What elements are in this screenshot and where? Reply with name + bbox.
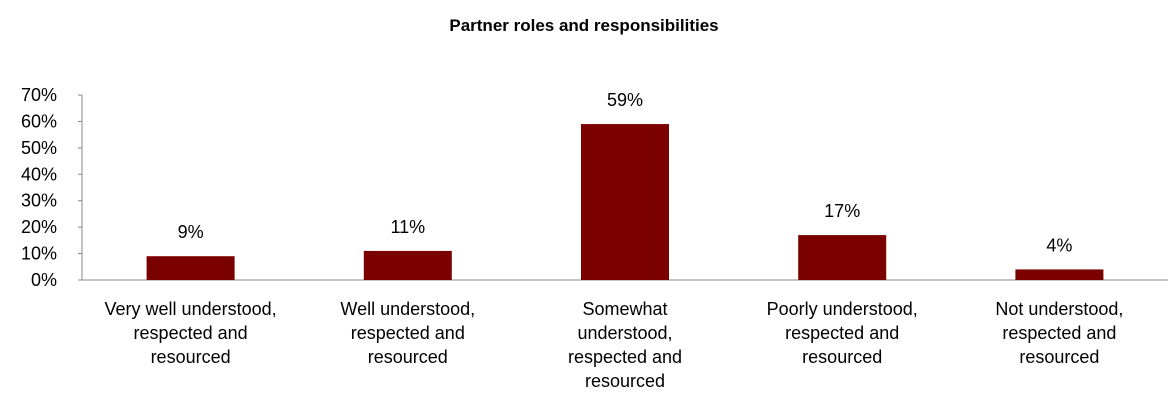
bar xyxy=(1015,269,1104,280)
bar xyxy=(146,256,235,280)
y-tick-label: 40% xyxy=(21,164,57,184)
bar xyxy=(363,250,452,280)
y-tick-label: 60% xyxy=(21,111,57,131)
x-tick-label-line: Somewhat xyxy=(582,299,667,319)
x-tick-label: Well understood, respected and resourced xyxy=(340,299,475,367)
x-tick-label-line: respected and xyxy=(1002,323,1116,343)
x-tick-label: Very well understood, respected and resour… xyxy=(105,299,277,367)
x-tick-label-line: respected and xyxy=(134,323,248,343)
x-tick-label-line: Very well understood, xyxy=(105,299,277,319)
x-tick-label: Poorly understood, respected and resourced xyxy=(767,299,918,367)
data-label: 59% xyxy=(607,90,643,110)
x-tick-label-line: resourced xyxy=(585,371,665,391)
data-label: 11% xyxy=(390,217,425,237)
bar xyxy=(798,235,887,280)
y-tick-label: 10% xyxy=(21,244,57,264)
x-tick-label-line: resourced xyxy=(368,347,448,367)
x-tick-label-line: respected and xyxy=(351,323,465,343)
x-tick-label-line: understood, xyxy=(577,323,672,343)
x-tick-label-line: Not understood, xyxy=(995,299,1123,319)
x-tick-label: Somewhat understood, respected and resource… xyxy=(568,299,682,391)
x-tick-label-line: Well understood, xyxy=(340,299,475,319)
x-tick-label-line: resourced xyxy=(151,347,231,367)
y-tick-label: 50% xyxy=(21,138,57,158)
y-tick-label: 30% xyxy=(21,191,57,211)
x-tick-label-line: respected and xyxy=(568,347,682,367)
y-tick-label: 20% xyxy=(21,217,57,237)
bar xyxy=(581,124,669,280)
x-tick-label: Not understood, respected and resourced xyxy=(995,299,1123,367)
data-label: 4% xyxy=(1046,235,1072,255)
data-label: 9% xyxy=(178,222,204,242)
y-tick-label: 0% xyxy=(31,270,57,290)
x-tick-label-line: resourced xyxy=(1019,347,1099,367)
x-tick-label-line: Poorly understood, xyxy=(767,299,918,319)
x-tick-label-line: resourced xyxy=(802,347,882,367)
y-tick-label: 70% xyxy=(21,85,57,105)
chart-title: Partner roles and responsibilities xyxy=(449,16,719,35)
data-label: 17% xyxy=(824,201,860,221)
x-tick-label-line: respected and xyxy=(785,323,899,343)
